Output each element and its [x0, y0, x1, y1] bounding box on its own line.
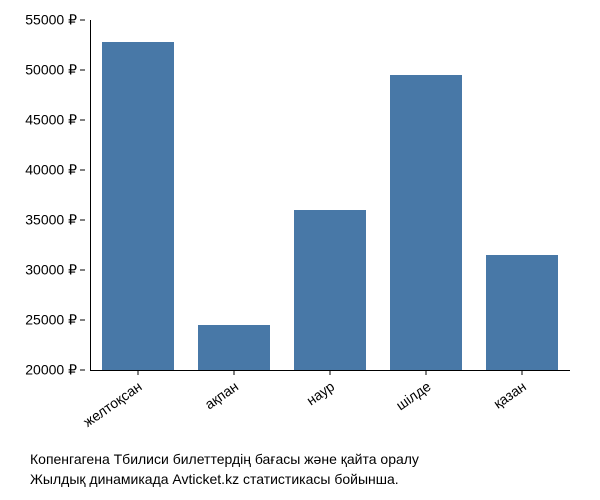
y-tick-mark — [80, 220, 85, 221]
caption-line-2: Жылдық динамикада Avticket.kz статистика… — [30, 470, 419, 490]
y-tick-mark — [80, 170, 85, 171]
y-axis: 20000 ₽25000 ₽30000 ₽35000 ₽40000 ₽45000… — [0, 20, 85, 370]
y-tick-label: 45000 ₽ — [25, 112, 77, 129]
x-tick-mark — [234, 370, 235, 375]
x-tick-label: қазан — [491, 378, 529, 412]
y-tick-label: 30000 ₽ — [25, 262, 77, 279]
x-tick-label: шілде — [392, 378, 433, 413]
bar — [294, 210, 366, 370]
chart-caption: Копенгагена Тбилиси билеттердің бағасы ж… — [30, 450, 419, 489]
x-tick-label: наур — [303, 378, 337, 408]
x-tick-mark — [138, 370, 139, 375]
y-tick-mark — [80, 20, 85, 21]
y-tick-label: 55000 ₽ — [25, 12, 77, 29]
plot-area — [90, 20, 570, 370]
x-tick-mark — [330, 370, 331, 375]
y-tick-mark — [80, 120, 85, 121]
bar — [102, 42, 174, 370]
y-tick-label: 25000 ₽ — [25, 312, 77, 329]
y-tick-label: 50000 ₽ — [25, 62, 77, 79]
x-tick-label: ақпан — [202, 378, 241, 412]
x-tick-label: желтоқсан — [81, 378, 146, 430]
bar — [390, 75, 462, 370]
x-tick-mark — [522, 370, 523, 375]
y-tick-label: 40000 ₽ — [25, 162, 77, 179]
y-tick-label: 35000 ₽ — [25, 212, 77, 229]
bars-group — [90, 20, 570, 370]
x-tick-mark — [426, 370, 427, 375]
bar — [198, 325, 270, 370]
x-axis: желтоқсанақпаннауршілдеқазан — [90, 370, 570, 440]
y-tick-label: 20000 ₽ — [25, 362, 77, 379]
y-tick-mark — [80, 70, 85, 71]
y-tick-mark — [80, 320, 85, 321]
chart-container: 20000 ₽ 25000 ₽ 30000 ₽ 35000 ₽ 40000 ₽ 45000… — [0, 0, 600, 500]
caption-line-1: Копенгагена Тбилиси билеттердің бағасы ж… — [30, 450, 419, 470]
bar — [486, 255, 558, 370]
y-tick-mark — [80, 270, 85, 271]
y-tick-mark — [80, 370, 85, 371]
